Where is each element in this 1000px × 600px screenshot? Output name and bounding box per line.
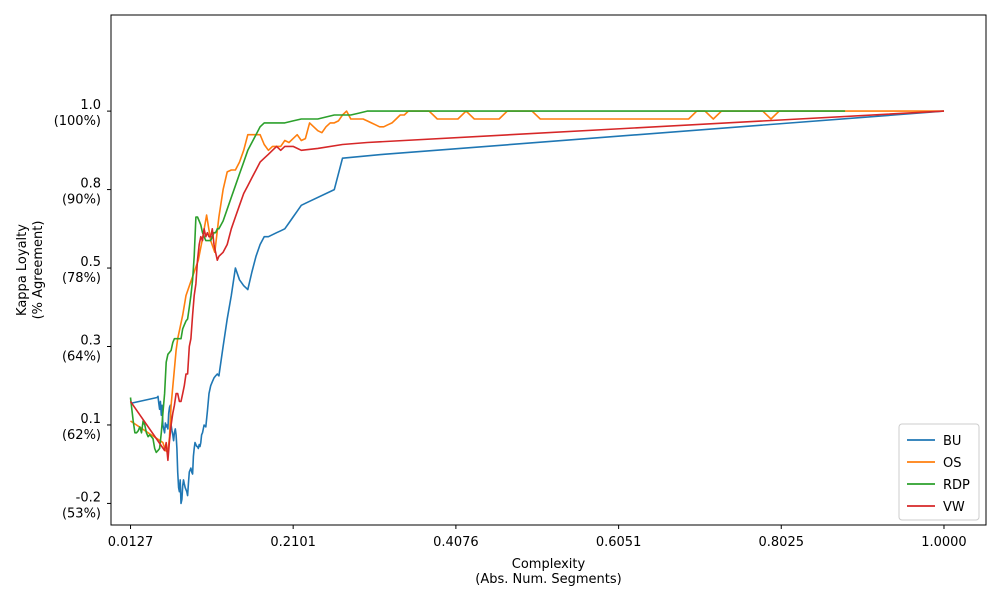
series-line-bu [130,110,945,505]
y-tick-label: 0.8 [80,177,101,192]
x-axis-label: Complexity [512,557,586,572]
series-line-os [130,110,944,454]
x-tick-label: 0.6051 [596,535,642,550]
series-line-vw [129,110,945,462]
y-tick-label: 0.3 [80,334,101,349]
y-tick-label: 0.5 [80,255,101,270]
y-tick-percent: (90%) [62,193,101,208]
x-tick-label: 1.0000 [921,535,967,550]
y-tick-percent: (53%) [62,506,101,521]
legend: BU OS RDP VW [898,423,980,521]
legend-label-rdp: RDP [943,478,970,493]
legend-label-vw: VW [943,500,965,515]
y-tick-percent: (62%) [62,428,101,443]
y-tick-label: 0.1 [80,412,101,427]
x-axis-sublabel: (Abs. Num. Segments) [475,572,622,587]
legend-label-bu: BU [943,434,961,449]
x-tick-label: 0.4076 [433,535,479,550]
y-tick-percent: (78%) [62,271,101,286]
x-tick-label: 0.2101 [270,535,316,550]
y-axis-sublabel: (% Agreement) [31,221,46,320]
y-tick-percent: (64%) [62,350,101,365]
y-axis: -0.2(53%) 0.1(62%) 0.3(64%) 0.5(78%) 0.8(90%… [54,98,111,521]
plot-frame [110,14,987,526]
x-axis: 0.0127 0.2101 0.4076 0.6051 0.8025 1.0000 [108,525,967,550]
y-tick-label: 1.0 [80,98,101,113]
legend-box [898,423,980,521]
x-tick-label: 0.0127 [108,535,154,550]
x-tick-label: 0.8025 [759,535,805,550]
y-tick-label: -0.2 [76,490,101,505]
series-line-rdp [129,110,846,454]
y-tick-percent: (100%) [54,114,101,129]
series-layer [129,110,945,505]
legend-label-os: OS [943,456,961,471]
y-axis-label: Kappa Loyalty [15,224,30,316]
